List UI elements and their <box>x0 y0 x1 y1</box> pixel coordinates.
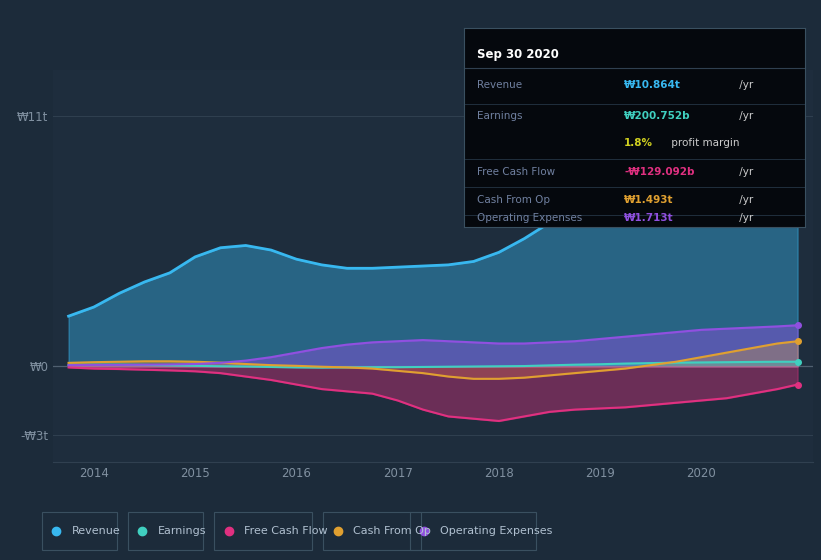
Text: -₩129.092b: -₩129.092b <box>624 167 695 177</box>
Text: /yr: /yr <box>736 195 754 205</box>
Text: /yr: /yr <box>736 80 754 90</box>
Text: Free Cash Flow: Free Cash Flow <box>478 167 556 177</box>
Text: Operating Expenses: Operating Expenses <box>478 213 583 223</box>
Text: Free Cash Flow: Free Cash Flow <box>244 526 328 535</box>
Text: /yr: /yr <box>736 167 754 177</box>
Text: Cash From Op: Cash From Op <box>353 526 431 535</box>
Text: profit margin: profit margin <box>668 138 740 148</box>
Text: Cash From Op: Cash From Op <box>478 195 551 205</box>
Text: Revenue: Revenue <box>478 80 523 90</box>
Text: ₩1.493t: ₩1.493t <box>624 195 673 205</box>
Text: Sep 30 2020: Sep 30 2020 <box>478 48 559 61</box>
Text: 1.8%: 1.8% <box>624 138 653 148</box>
Text: ₩200.752b: ₩200.752b <box>624 111 690 122</box>
Text: /yr: /yr <box>736 111 754 122</box>
Text: Revenue: Revenue <box>71 526 121 535</box>
Text: ₩10.864t: ₩10.864t <box>624 80 681 90</box>
Text: ₩1.713t: ₩1.713t <box>624 213 673 223</box>
Text: Operating Expenses: Operating Expenses <box>439 526 552 535</box>
Text: Earnings: Earnings <box>478 111 523 122</box>
Text: /yr: /yr <box>736 213 754 223</box>
Text: Earnings: Earnings <box>158 526 206 535</box>
